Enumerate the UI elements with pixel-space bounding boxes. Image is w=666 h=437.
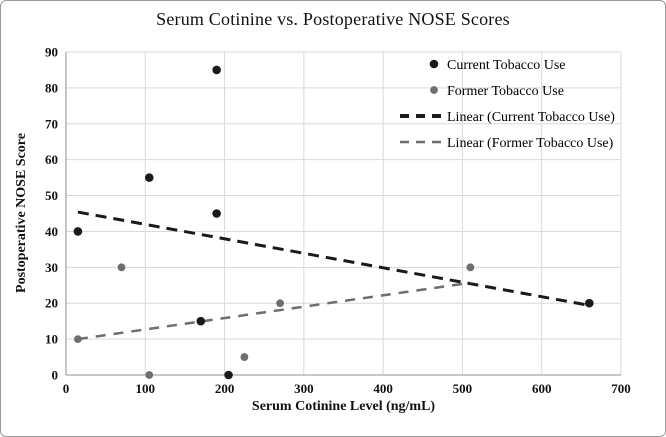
data-point — [117, 263, 126, 272]
data-point — [584, 298, 594, 308]
trendline — [77, 281, 471, 341]
x-tick-label: 0 — [63, 381, 70, 396]
x-tick-label: 700 — [611, 381, 631, 396]
y-tick-label: 80 — [45, 80, 58, 95]
data-point — [466, 263, 475, 272]
y-tick-label: 70 — [45, 116, 58, 131]
data-point — [212, 65, 221, 75]
x-axis-title: Serum Cotinine Level (ng/mL) — [251, 399, 436, 414]
data-point — [73, 227, 83, 236]
x-tick-label: 100 — [136, 381, 156, 396]
x-tick-label: 300 — [294, 381, 314, 396]
x-tick-label: 600 — [532, 381, 552, 396]
trendline — [77, 210, 590, 307]
legend-marker-former — [430, 86, 438, 94]
y-tick-label: 20 — [45, 296, 58, 311]
chart-title: Serum Cotinine vs. Postoperative NOSE Sc… — [156, 9, 510, 29]
y-tick-label: 30 — [45, 260, 58, 275]
data-point — [224, 370, 233, 380]
x-tick-label: 400 — [373, 381, 393, 396]
legend-label: Linear (Former Tobacco Use) — [447, 136, 614, 151]
legend-label: Former Tobacco Use — [447, 84, 564, 99]
data-point — [240, 353, 249, 361]
x-tick-label: 500 — [453, 381, 473, 396]
data-point — [196, 316, 206, 326]
y-tick-label: 40 — [45, 224, 58, 239]
y-axis-title: Postoperative NOSE Score — [14, 133, 29, 293]
y-tick-label: 90 — [45, 45, 58, 60]
data-point — [276, 299, 284, 308]
data-point — [212, 209, 221, 218]
legend-marker-current — [429, 59, 439, 69]
data-point — [144, 173, 154, 182]
y-tick-label: 50 — [45, 188, 58, 203]
y-tick-label: 10 — [45, 332, 58, 347]
legend-label: Current Tobacco Use — [447, 58, 566, 73]
x-tick-label: 200 — [215, 381, 235, 396]
data-point — [145, 371, 154, 379]
y-tick-label: 0 — [52, 368, 59, 383]
data-point — [73, 335, 82, 344]
y-tick-label: 60 — [45, 152, 58, 167]
legend-label: Linear (Current Tobacco Use) — [447, 110, 615, 125]
